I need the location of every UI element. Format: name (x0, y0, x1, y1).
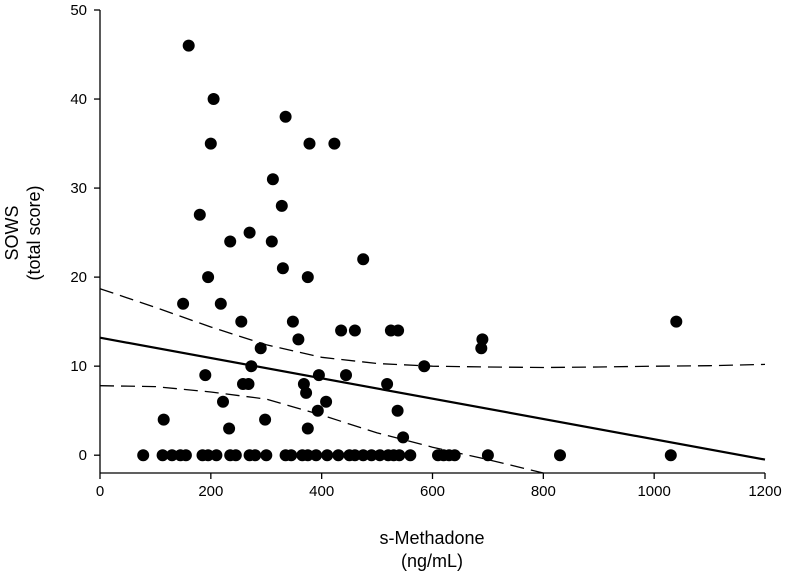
data-point (448, 449, 461, 462)
data-point (301, 422, 314, 435)
data-point (475, 342, 488, 355)
y-tick-label: 20 (70, 269, 87, 286)
data-point (554, 449, 566, 462)
data-point (301, 271, 314, 284)
data-point (393, 449, 406, 462)
y-tick-label: 10 (70, 358, 87, 375)
data-point (245, 360, 258, 373)
data-point (182, 39, 195, 52)
data-point (265, 235, 278, 248)
y-tick-label: 40 (70, 91, 87, 108)
data-point (210, 449, 223, 462)
x-tick-label: 1000 (637, 483, 670, 500)
data-point (320, 395, 333, 408)
data-point (202, 449, 215, 462)
data-point (260, 449, 273, 462)
data-point (301, 449, 314, 462)
fit-lines (99, 288, 766, 474)
x-tick-label: 200 (198, 483, 223, 500)
data-point (300, 386, 313, 399)
data-point (340, 369, 352, 382)
y-axis-title-line-1: SOWS (2, 205, 22, 260)
data-point (193, 208, 206, 221)
data-point (235, 315, 248, 328)
data-point (214, 297, 227, 310)
data-point (254, 342, 267, 355)
data-point (199, 369, 212, 382)
data-point (381, 378, 394, 390)
data-point (310, 449, 323, 462)
data-point (275, 199, 288, 212)
data-point (223, 422, 236, 435)
y-axis-title-line-2: (total score) (24, 185, 44, 280)
data-point (357, 253, 370, 266)
data-point (392, 324, 405, 337)
data-point (285, 449, 298, 462)
data-point (249, 449, 262, 462)
data-point (348, 324, 361, 337)
data-point (418, 360, 431, 373)
x-axis-title-line-1: s-Methadone (379, 528, 484, 548)
data-points (137, 39, 683, 462)
data-point (137, 449, 150, 462)
data-point (266, 173, 279, 186)
data-point (202, 271, 215, 284)
data-point (328, 137, 341, 150)
y-tick-label: 30 (70, 180, 87, 197)
axis-labels: s-Methadone (ng/mL) SOWS (total score) (2, 185, 485, 571)
data-point (365, 449, 378, 462)
data-point (166, 449, 178, 462)
data-point (179, 449, 192, 462)
data-point (664, 449, 677, 462)
upper-confidence-band (99, 288, 766, 369)
y-tick-label: 0 (79, 447, 87, 464)
x-tick-label: 0 (96, 483, 104, 500)
data-point (243, 226, 256, 239)
data-point (348, 449, 361, 462)
data-point (404, 449, 417, 462)
data-point (397, 431, 410, 444)
x-tick-label: 800 (531, 483, 556, 500)
data-point (321, 449, 334, 462)
axes: 0 200 400 600 800 1000 1200 0 10 20 30 40 50 (70, 2, 781, 500)
data-point (207, 93, 220, 105)
data-point (279, 110, 292, 123)
data-point (335, 324, 348, 337)
data-point (303, 137, 316, 150)
data-point (229, 449, 242, 462)
y-tick-label: 50 (70, 2, 87, 19)
data-point (156, 449, 169, 462)
x-tick-label: 600 (420, 483, 445, 500)
data-point (312, 369, 325, 382)
data-point (332, 449, 345, 462)
data-point (476, 333, 489, 346)
lower-confidence-band (99, 385, 544, 474)
data-point (259, 413, 272, 426)
data-point (373, 449, 386, 462)
data-point (311, 404, 324, 417)
regression-line (99, 336, 766, 461)
data-point (217, 395, 229, 408)
data-point (242, 378, 255, 390)
data-point (481, 449, 494, 462)
data-point (204, 137, 217, 150)
x-tick-label: 400 (309, 483, 334, 500)
data-point (357, 449, 370, 462)
data-point (276, 262, 289, 275)
data-point (177, 297, 190, 310)
data-point (670, 315, 683, 328)
data-point (224, 235, 237, 248)
x-tick-label: 1200 (748, 483, 781, 500)
data-point (286, 315, 299, 328)
data-point (292, 333, 305, 346)
data-point (391, 404, 404, 417)
x-axis-title-line-2: (ng/mL) (401, 551, 463, 571)
data-point (157, 413, 170, 426)
